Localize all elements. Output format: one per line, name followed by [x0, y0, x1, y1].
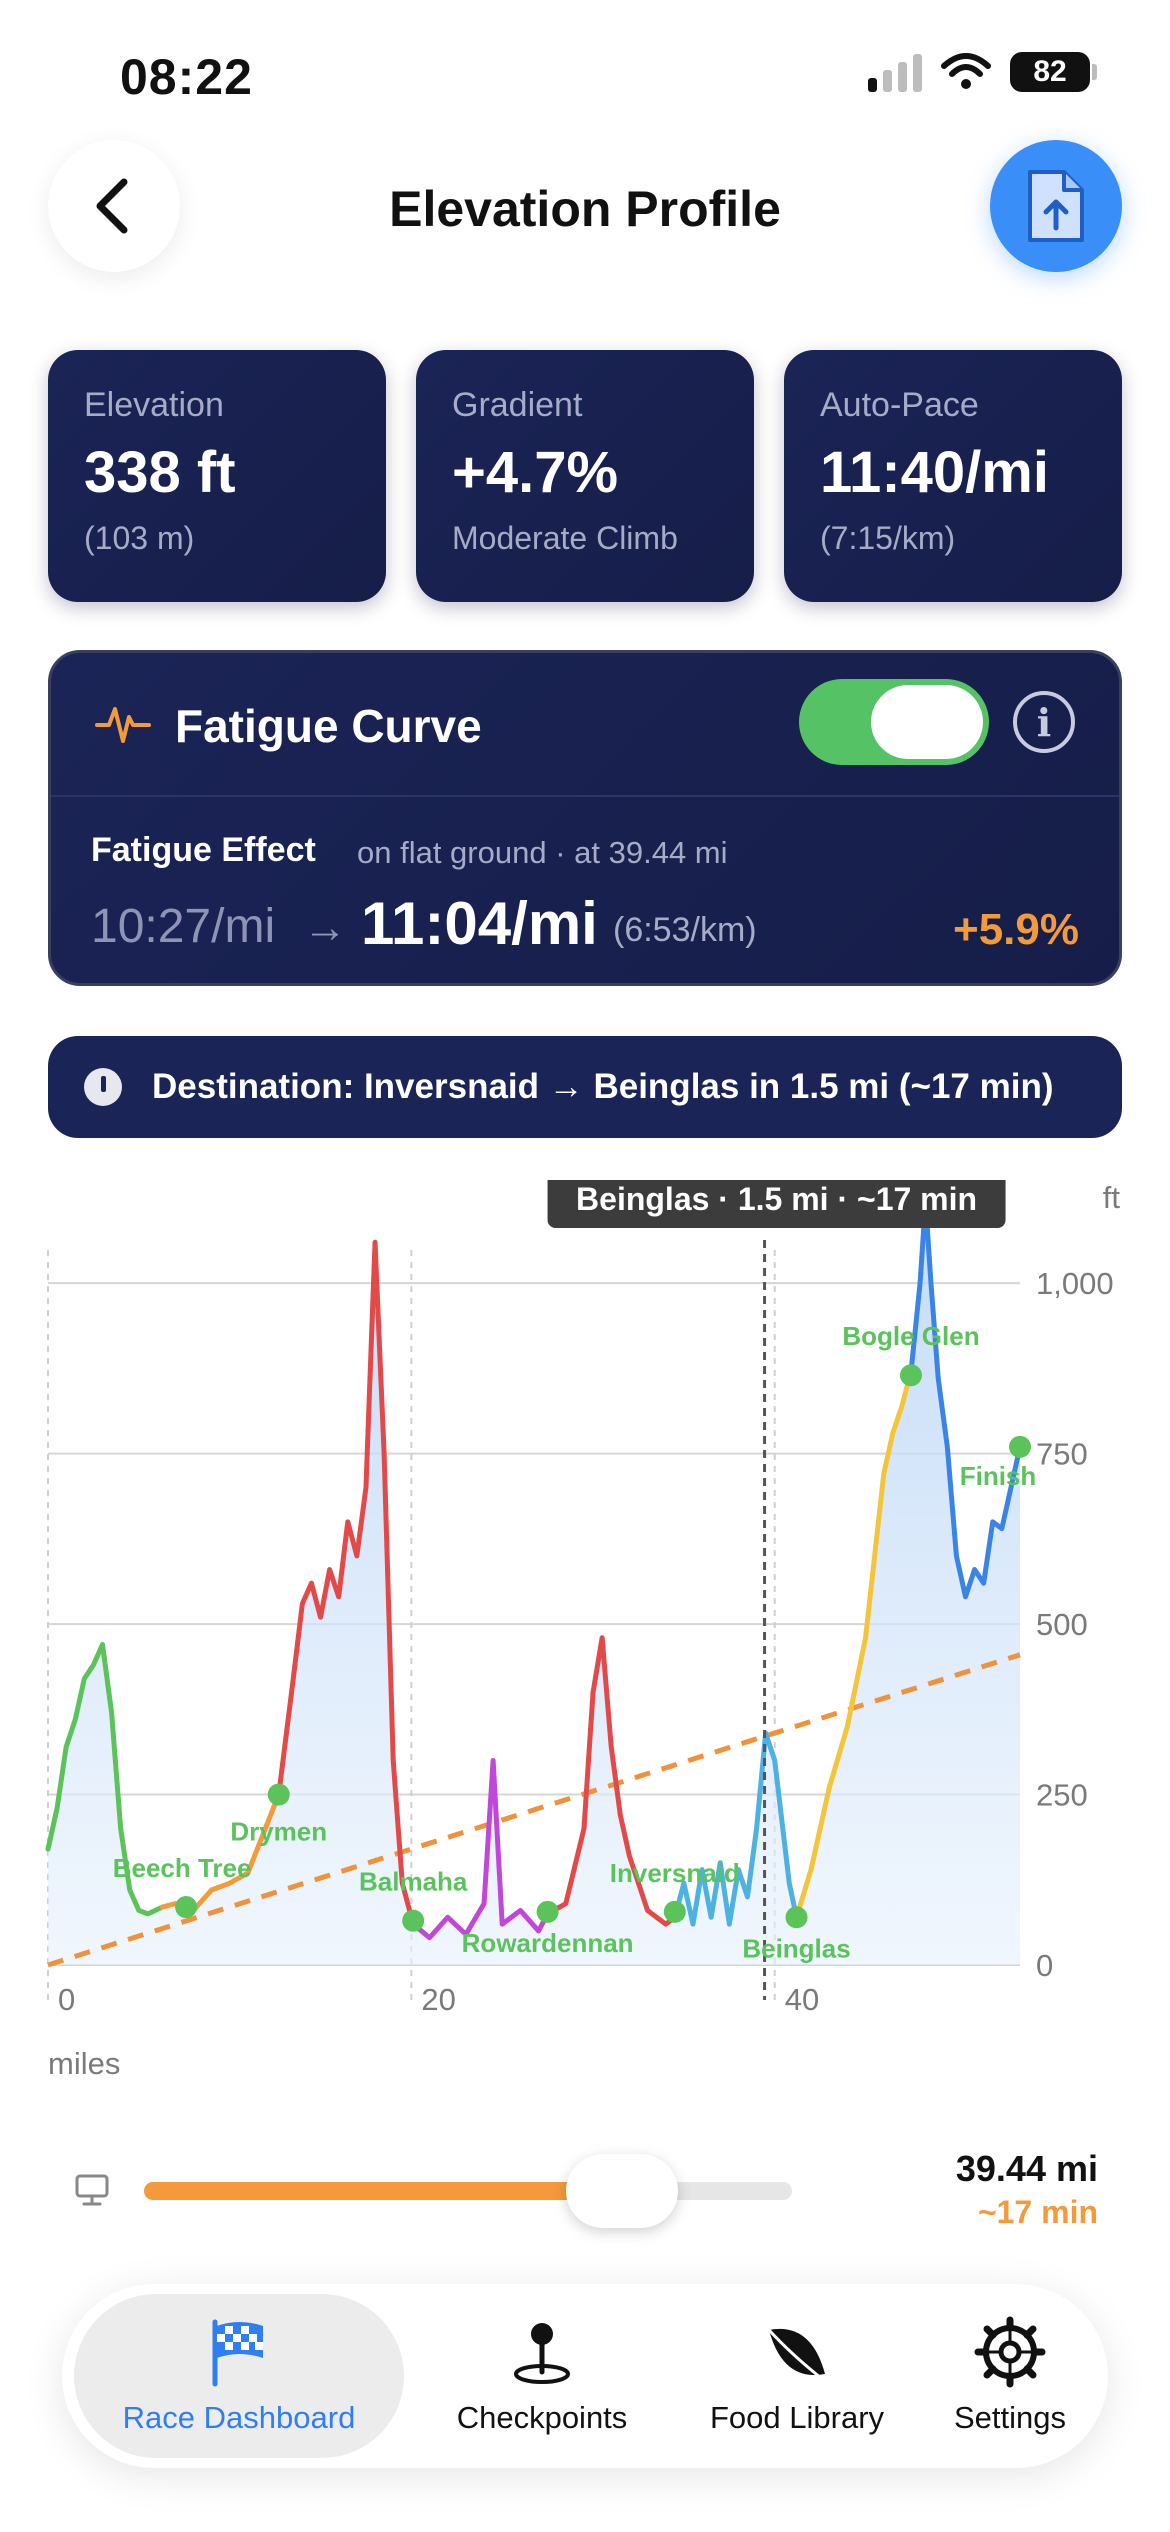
stat-value: +4.7% — [452, 440, 619, 505]
leaf-icon — [767, 2328, 825, 2380]
pace-after: 11:04/mi — [361, 890, 598, 957]
y-tick-label: 500 — [1036, 1607, 1088, 1642]
fatigue-line — [47, 1652, 1021, 1968]
checkpoint-marker — [899, 1364, 922, 1387]
pin-icon — [84, 1068, 122, 1106]
checkpoint-label: Balmaha — [359, 1867, 468, 1897]
checkpoint-marker — [536, 1900, 559, 1923]
stat-label: Elevation — [84, 386, 224, 424]
checkpoint-label: Inversnaid — [610, 1858, 740, 1888]
arrow-right-icon: → — [303, 903, 347, 952]
status-time: 08:22 — [120, 49, 253, 105]
y-tick-label: 250 — [1036, 1778, 1088, 1813]
tab-label: Checkpoints — [456, 2400, 628, 2435]
gradient-card: Gradient +4.7% Moderate Climb — [416, 350, 754, 602]
toggle-knob — [871, 685, 983, 759]
tab-food-library[interactable]: Food Library — [672, 2294, 922, 2458]
checkpoint-marker — [267, 1783, 290, 1806]
x-tick-label: 0 — [58, 1982, 75, 2017]
destination-text: Destination: Inversnaid → Beinglas in 1.… — [152, 1067, 1054, 1106]
info-button[interactable]: i — [1013, 691, 1075, 753]
fatigue-effect-label: Fatigue Effect — [91, 831, 316, 869]
x-axis-unit: miles — [48, 2046, 121, 2081]
auto-pace-card: Auto-Pace 11:40/mi (7:15/km) — [784, 350, 1122, 602]
y-axis-unit: ft — [1103, 1180, 1121, 1215]
tab-race-dashboard[interactable]: Race Dashboard — [74, 2294, 404, 2458]
x-tick-label: 20 — [421, 1982, 455, 2017]
elevation-segment — [159, 1792, 282, 1913]
chevron-left-icon — [96, 178, 128, 234]
stat-sub: (7:15/km) — [820, 520, 956, 556]
checkpoint-label: Beech Tree — [113, 1853, 252, 1883]
fatigue-effect-note: on flat ground · at 39.44 mi — [357, 835, 728, 870]
gear-icon — [974, 2316, 1046, 2388]
pace-change: +5.9% — [953, 905, 1079, 954]
map-pin-icon — [514, 2323, 570, 2384]
wifi-icon — [941, 53, 991, 89]
x-tick-label: 40 — [785, 1982, 819, 2017]
back-button[interactable] — [48, 140, 180, 272]
cellular-signal-icon — [868, 52, 922, 92]
stat-label: Gradient — [452, 386, 583, 424]
y-tick-label: 0 — [1036, 1948, 1053, 1983]
elevation-chart[interactable]: Beech Tree Drymen Balmaha Rowardennan Invers… — [0, 1180, 1170, 2100]
pace-before: 10:27/mi — [91, 900, 276, 953]
pace-after-km: (6:53/km) — [613, 911, 757, 949]
checkpoint-label: Finish — [960, 1461, 1037, 1491]
checkpoint-label: Drymen — [230, 1817, 327, 1847]
tab-settings[interactable]: Settings — [922, 2294, 1098, 2458]
fatigue-title: Fatigue Curve — [175, 700, 482, 752]
monitor-icon — [75, 2174, 109, 2206]
checkpoint-marker — [785, 1906, 808, 1929]
slider-time: ~17 min — [977, 2194, 1098, 2230]
heartbeat-icon — [95, 707, 151, 743]
checkpoint-marker — [402, 1909, 425, 1932]
checkpoint-label: Bogle Glen — [842, 1321, 979, 1351]
status-icons: 82 — [868, 52, 1097, 92]
distance-slider[interactable] — [144, 2182, 792, 2200]
checkered-flag-icon — [212, 2319, 263, 2387]
checkpoint-marker — [175, 1896, 198, 1919]
stat-value: 338 ft — [84, 440, 236, 505]
page-title: Elevation Profile — [389, 181, 781, 237]
tab-checkpoints[interactable]: Checkpoints — [412, 2294, 672, 2458]
destination-banner[interactable]: Destination: Inversnaid → Beinglas in 1.… — [48, 1036, 1122, 1138]
stat-label: Auto-Pace — [820, 386, 979, 424]
stat-sub: (103 m) — [84, 520, 195, 556]
elevation-card: Elevation 338 ft (103 m) — [48, 350, 386, 602]
elevation-segment — [276, 1239, 416, 1927]
tab-bar: Race Dashboard Checkpoints Food Library … — [62, 2284, 1108, 2468]
stat-value: 11:40/mi — [820, 440, 1049, 505]
slider-thumb[interactable] — [565, 2154, 678, 2228]
elevation-segment — [45, 1642, 165, 1917]
tab-label: Race Dashboard — [122, 2400, 356, 2435]
slider-distance: 39.44 mi — [955, 2148, 1098, 2189]
elevation-segment — [545, 1635, 678, 1927]
checkpoint-marker — [1009, 1435, 1031, 1458]
checkpoint-label: Rowardennan — [462, 1928, 634, 1958]
stat-sub: Moderate Climb — [452, 520, 678, 556]
elevation-segment — [794, 1369, 914, 1920]
checkpoint-label: Beinglas — [742, 1933, 850, 1963]
cursor-tooltip — [547, 1180, 1006, 1228]
elevation-segment — [672, 1730, 800, 1927]
elevation-area — [48, 1201, 1020, 1965]
tab-label: Food Library — [709, 2400, 885, 2435]
cursor-tooltip-text: Beinglas · 1.5 mi · ~17 min — [576, 1181, 977, 1217]
y-tick-label: 750 — [1036, 1437, 1088, 1472]
file-upload-icon — [1028, 170, 1084, 242]
y-tick-label: 1,000 — [1036, 1266, 1114, 1301]
slider-fill — [144, 2182, 622, 2200]
battery-indicator: 82 — [1010, 52, 1097, 92]
elevation-segment — [410, 1757, 551, 1941]
checkpoint-marker — [663, 1900, 686, 1923]
fatigue-curve-card: Fatigue Curve i Fatigue Effect on flat g… — [48, 650, 1122, 986]
elevation-chart-svg[interactable]: Beech Tree Drymen Balmaha Rowardennan Invers… — [0, 1180, 1170, 2100]
tab-label: Settings — [953, 2400, 1066, 2435]
fatigue-header: Fatigue Curve i — [51, 653, 1119, 797]
fatigue-toggle[interactable] — [799, 679, 989, 765]
export-button[interactable] — [990, 140, 1122, 272]
